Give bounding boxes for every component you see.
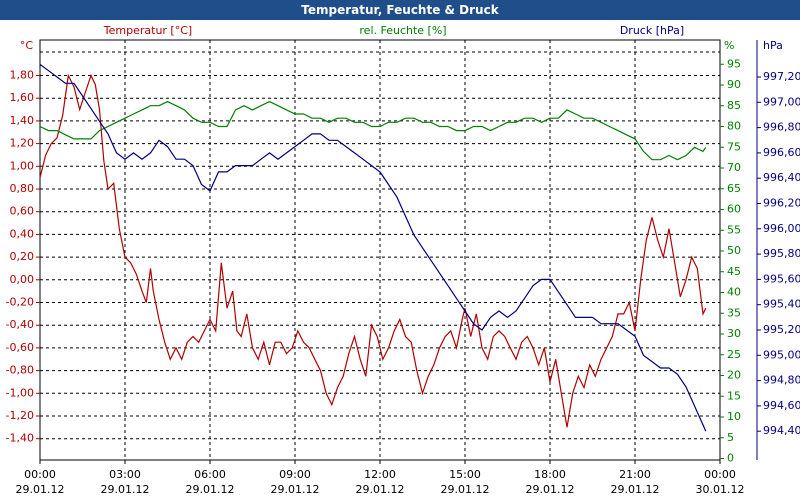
x-tick-label-time: 21:00 xyxy=(619,468,651,481)
y-tick-label-pressure: 996,20 xyxy=(763,197,800,210)
y-tick-label-humidity: 10 xyxy=(727,410,741,423)
y-tick-label-temperature: 1,40 xyxy=(10,114,35,127)
y-tick-label-pressure: 996,60 xyxy=(763,146,800,159)
y-tick-label-humidity: 80 xyxy=(727,120,741,133)
y-tick-label-temperature: -1,20 xyxy=(6,409,34,422)
y-tick-label-temperature: 1,60 xyxy=(10,91,35,104)
y-tick-label-pressure: 995,00 xyxy=(763,348,800,361)
y-tick-label-humidity: 65 xyxy=(727,182,741,195)
x-tick-label-date: 29.01.12 xyxy=(101,483,150,496)
y-tick-label-pressure: 996,80 xyxy=(763,121,800,134)
y-tick-label-pressure: 997,20 xyxy=(763,70,800,83)
y-tick-label-humidity: 40 xyxy=(727,286,741,299)
y-tick-label-pressure: 995,80 xyxy=(763,247,800,260)
y-tick-label-pressure: 995,40 xyxy=(763,298,800,311)
x-tick-label-date: 30.01.12 xyxy=(696,483,745,496)
y-tick-label-temperature: 0,60 xyxy=(10,205,35,218)
x-tick-label-date: 29.01.12 xyxy=(441,483,490,496)
y-axis-label-pressure: Druck [hPa] xyxy=(620,24,684,37)
x-tick-label-time: 12:00 xyxy=(364,468,396,481)
y-axis-label-humidity: rel. Feuchte [%] xyxy=(359,24,446,37)
y-tick-label-pressure: 994,60 xyxy=(763,399,800,412)
y-tick-label-pressure: 994,80 xyxy=(763,374,800,387)
y-tick-label-temperature: -1,40 xyxy=(6,432,34,445)
y-tick-label-temperature: 0,80 xyxy=(10,182,35,195)
y-tick-label-humidity: 25 xyxy=(727,348,741,361)
series-line-temperature xyxy=(39,73,707,428)
y-tick-label-temperature: 0,20 xyxy=(10,250,35,263)
x-tick-label-date: 29.01.12 xyxy=(526,483,575,496)
x-tick-label-time: 03:00 xyxy=(109,468,141,481)
y-tick-label-temperature: 1,80 xyxy=(10,69,35,82)
x-tick-label-time: 09:00 xyxy=(279,468,311,481)
y-tick-label-temperature: 0,00 xyxy=(10,273,35,286)
y-axis-unit-pressure: hPa xyxy=(763,39,783,52)
y-tick-label-temperature: -0,20 xyxy=(6,296,34,309)
y-tick-label-humidity: 30 xyxy=(727,327,741,340)
y-tick-label-humidity: 85 xyxy=(727,99,741,112)
y-tick-label-temperature: -1,00 xyxy=(6,386,34,399)
y-tick-label-pressure: 996,40 xyxy=(763,171,800,184)
y-tick-label-temperature: -0,40 xyxy=(6,318,34,331)
y-tick-label-pressure: 995,60 xyxy=(763,272,800,285)
x-tick-label-time: 00:00 xyxy=(24,468,56,481)
x-tick-label-time: 15:00 xyxy=(449,468,481,481)
y-tick-label-humidity: 60 xyxy=(727,203,741,216)
y-tick-label-humidity: 95 xyxy=(727,57,741,70)
y-tick-label-pressure: 997,00 xyxy=(763,95,800,108)
x-tick-label-date: 29.01.12 xyxy=(271,483,320,496)
y-tick-label-humidity: 15 xyxy=(727,389,741,402)
y-tick-label-humidity: 5 xyxy=(727,431,734,444)
y-tick-label-humidity: 55 xyxy=(727,223,741,236)
x-tick-label-date: 29.01.12 xyxy=(611,483,660,496)
x-tick-label-time: 06:00 xyxy=(194,468,226,481)
y-tick-label-temperature: -0,60 xyxy=(6,341,34,354)
y-tick-label-pressure: 994,40 xyxy=(763,424,800,437)
y-axis-label-temperature: Temperatur [°C] xyxy=(103,24,192,37)
y-axis-unit-humidity: % xyxy=(724,39,734,52)
y-tick-label-humidity: 45 xyxy=(727,265,741,278)
y-tick-label-pressure: 995,20 xyxy=(763,323,800,336)
series-line-pressure xyxy=(39,63,707,432)
x-tick-label-date: 29.01.12 xyxy=(16,483,65,496)
x-tick-label-date: 29.01.12 xyxy=(356,483,405,496)
x-tick-label-time: 18:00 xyxy=(534,468,566,481)
y-tick-label-temperature: 0,40 xyxy=(10,227,35,240)
y-tick-label-humidity: 50 xyxy=(727,244,741,257)
y-tick-label-humidity: 70 xyxy=(727,161,741,174)
y-tick-label-humidity: 75 xyxy=(727,140,741,153)
chart-title: Temperatur, Feuchte & Druck xyxy=(0,0,800,20)
y-axis-unit-temperature: °C xyxy=(20,39,34,52)
y-tick-label-humidity: 90 xyxy=(727,78,741,91)
y-tick-label-temperature: 1,20 xyxy=(10,137,35,150)
y-tick-label-temperature: -0,80 xyxy=(6,364,34,377)
series-line-humidity xyxy=(39,100,707,161)
y-tick-label-pressure: 996,00 xyxy=(763,222,800,235)
x-tick-label-date: 29.01.12 xyxy=(186,483,235,496)
y-tick-label-humidity: 35 xyxy=(727,306,741,319)
y-tick-label-humidity: 0 xyxy=(727,452,734,465)
y-tick-label-humidity: 20 xyxy=(727,369,741,382)
x-tick-label-time: 00:00 xyxy=(704,468,736,481)
y-tick-label-temperature: 1,00 xyxy=(10,159,35,172)
